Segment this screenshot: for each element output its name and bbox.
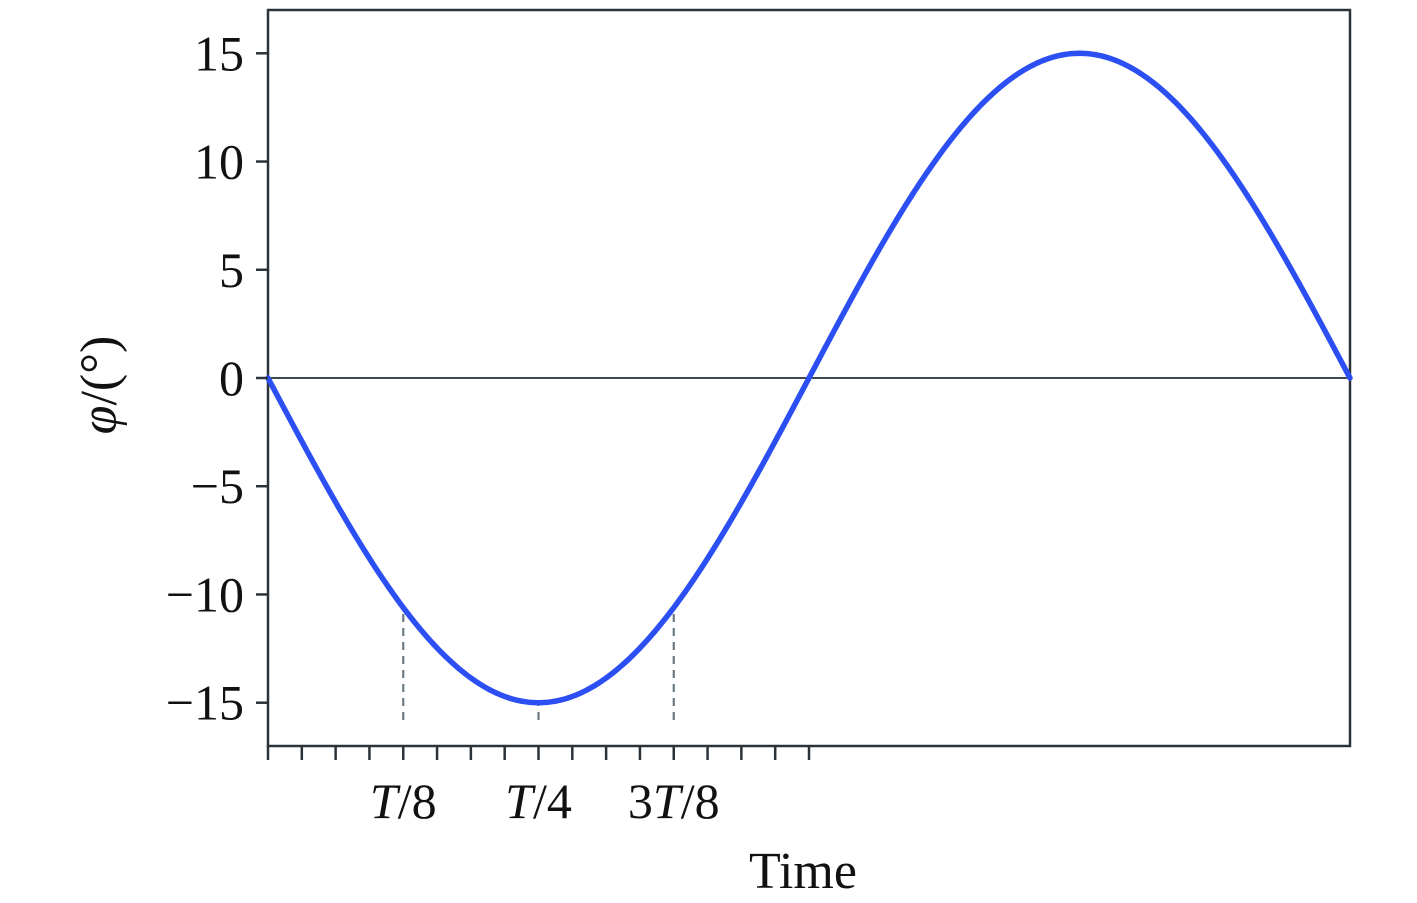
x-tick-label-symbol: T <box>653 773 684 829</box>
x-tick-label-fraction: /8 <box>681 773 720 829</box>
x-tick-label-fraction: /8 <box>398 773 437 829</box>
x-tick-label: T/4 <box>505 773 572 829</box>
x-tick-label-fraction: /4 <box>533 773 572 829</box>
y-tick-label: −15 <box>166 675 244 731</box>
y-tick-label: 10 <box>194 134 244 190</box>
x-tick-label: T/8 <box>370 773 437 829</box>
y-axis-label-symbol: φ <box>71 406 128 435</box>
x-tick-label-prefix: 3 <box>628 773 653 829</box>
series-line-0 <box>265 50 1353 706</box>
y-tick-label: 5 <box>219 242 244 298</box>
x-axis-label: Time <box>749 843 857 898</box>
y-tick-label: 15 <box>194 25 244 81</box>
x-tick-label: 3T/8 <box>628 773 720 829</box>
y-axis-label-unit: /(°) <box>71 336 128 406</box>
y-tick-label: 0 <box>219 350 244 406</box>
plot-area <box>265 8 1353 748</box>
x-tick-label-symbol: T <box>370 773 401 829</box>
y-tick-label: −10 <box>166 566 244 622</box>
x-tick-label-symbol: T <box>505 773 536 829</box>
y-tick-label: −5 <box>191 458 244 514</box>
x-axis-ticks: T/8 T/4 3T/8 <box>266 746 811 829</box>
y-axis-ticks: 15 10 5 0 −5 −10 −15 <box>166 25 268 731</box>
y-axis-label: φ/(°) <box>71 336 128 435</box>
